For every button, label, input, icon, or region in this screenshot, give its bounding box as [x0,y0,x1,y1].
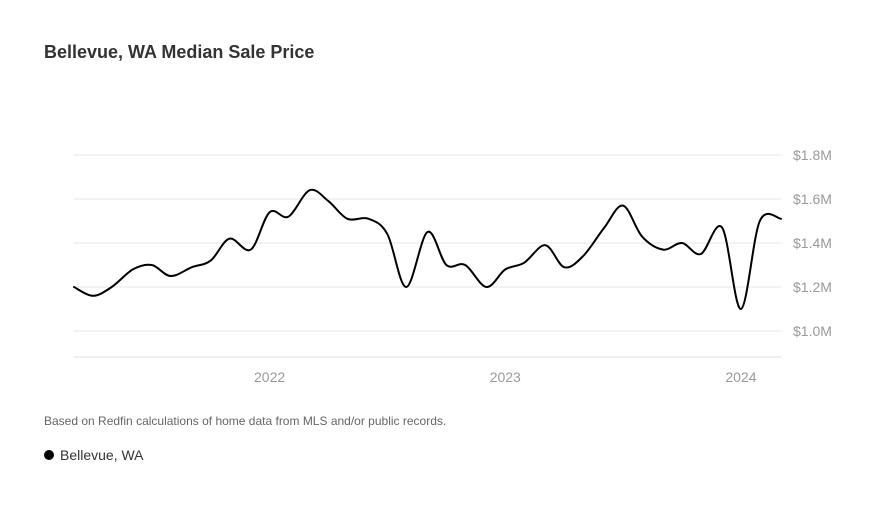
series-line-bellevue [73,188,782,311]
y-tick-label: $1.2M [793,279,832,295]
y-tick-label: $1.0M [793,323,832,339]
y-tick-label: $1.6M [793,191,832,207]
x-tick-label: 2022 [254,369,285,385]
x-tick-label: 2023 [490,369,521,385]
x-axis-ticks: 2022 2023 2024 [254,369,757,385]
y-tick-label: $1.4M [793,235,832,251]
legend: Bellevue, WA [44,447,144,463]
y-tick-label: $1.8M [793,147,832,163]
chart-title: Bellevue, WA Median Sale Price [44,42,315,62]
source-footnote: Based on Redfin calculations of home dat… [44,414,447,428]
legend-label: Bellevue, WA [60,447,144,463]
legend-swatch [44,450,54,460]
y-axis-ticks: $1.8M $1.6M $1.4M $1.2M $1.0M [793,147,832,339]
grid-lines [74,154,781,358]
x-tick-label: 2024 [725,369,756,385]
